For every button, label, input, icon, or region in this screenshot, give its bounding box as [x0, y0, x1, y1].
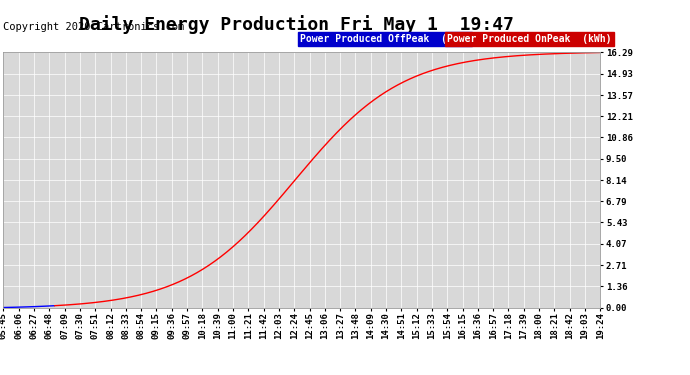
Text: Daily Energy Production Fri May 1  19:47: Daily Energy Production Fri May 1 19:47: [79, 15, 514, 34]
Text: Copyright 2020 Cartronics.com: Copyright 2020 Cartronics.com: [3, 22, 185, 33]
Text: Power Produced OffPeak  (kWh): Power Produced OffPeak (kWh): [300, 34, 471, 44]
Text: Power Produced OnPeak  (kWh): Power Produced OnPeak (kWh): [447, 34, 611, 44]
